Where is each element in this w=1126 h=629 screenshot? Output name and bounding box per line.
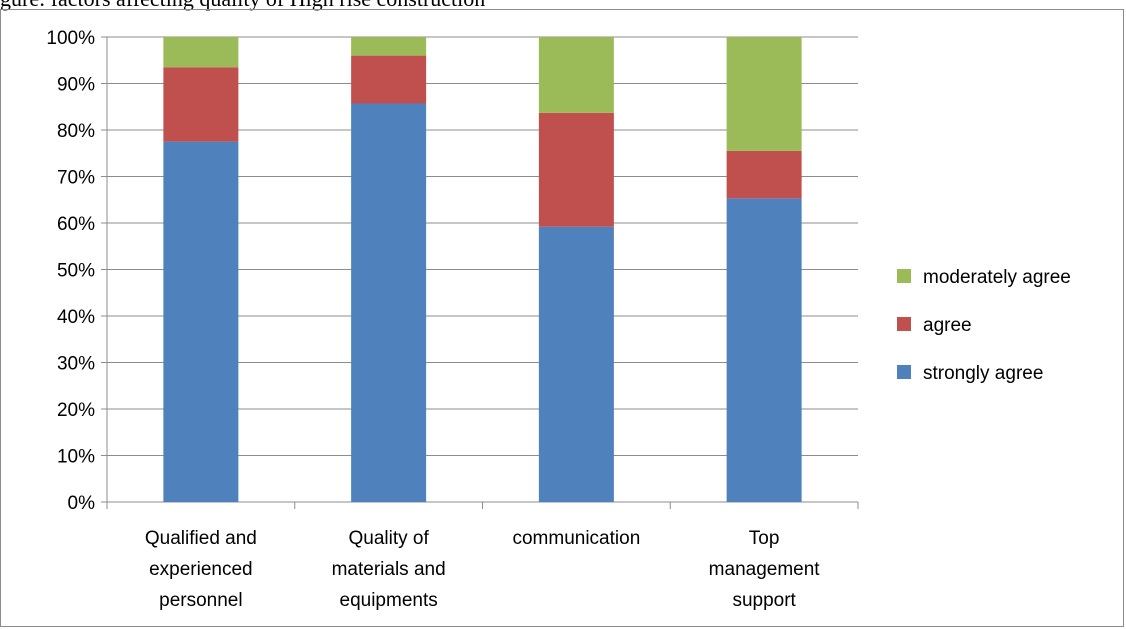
- figure-caption: gure: factors affecting quality of High …: [0, 0, 485, 12]
- x-category-label: Top: [749, 528, 780, 549]
- bar-segment: [351, 55, 427, 104]
- y-tick-label: 30%: [57, 354, 95, 375]
- y-tick-label: 70%: [57, 168, 95, 189]
- bar-segment: [351, 103, 427, 503]
- y-tick-label: 10%: [57, 447, 95, 468]
- bar-segment: [351, 37, 427, 56]
- y-tick-label: 0%: [68, 493, 96, 514]
- bar-segment: [163, 67, 239, 142]
- legend-label: strongly agree: [923, 363, 1043, 384]
- y-tick-label: 40%: [57, 307, 95, 328]
- x-category-label: personnel: [159, 590, 242, 611]
- y-tick-label: 20%: [57, 400, 95, 421]
- y-tick-label: 60%: [57, 214, 95, 235]
- bar-segment: [726, 198, 802, 503]
- legend-label: moderately agree: [923, 267, 1071, 288]
- x-category-label: Qualified and: [145, 528, 257, 549]
- legend-swatch: [897, 365, 911, 379]
- bar-segment: [163, 141, 239, 502]
- y-tick-label: 80%: [57, 121, 95, 142]
- y-tick-label: 100%: [46, 28, 95, 49]
- bar-segment: [726, 150, 802, 199]
- bar-segment: [163, 37, 239, 68]
- bar-segment: [538, 226, 614, 502]
- x-category-label: communication: [512, 528, 640, 549]
- legend-label: agree: [923, 315, 972, 336]
- y-tick-label: 50%: [57, 261, 95, 282]
- legend-swatch: [897, 317, 911, 331]
- bar-segment: [538, 37, 614, 113]
- legend-swatch: [897, 269, 911, 283]
- x-category-label: Quality of: [348, 528, 429, 549]
- x-category-label: equipments: [340, 590, 438, 611]
- x-category-label: materials and: [332, 559, 446, 580]
- x-category-label: support: [732, 590, 796, 611]
- x-category-label: management: [709, 559, 821, 580]
- bar-segment: [538, 112, 614, 227]
- y-tick-label: 90%: [57, 75, 95, 96]
- bar-segment: [726, 37, 802, 151]
- x-category-label: experienced: [149, 559, 253, 580]
- chart-frame: [0, 9, 1124, 627]
